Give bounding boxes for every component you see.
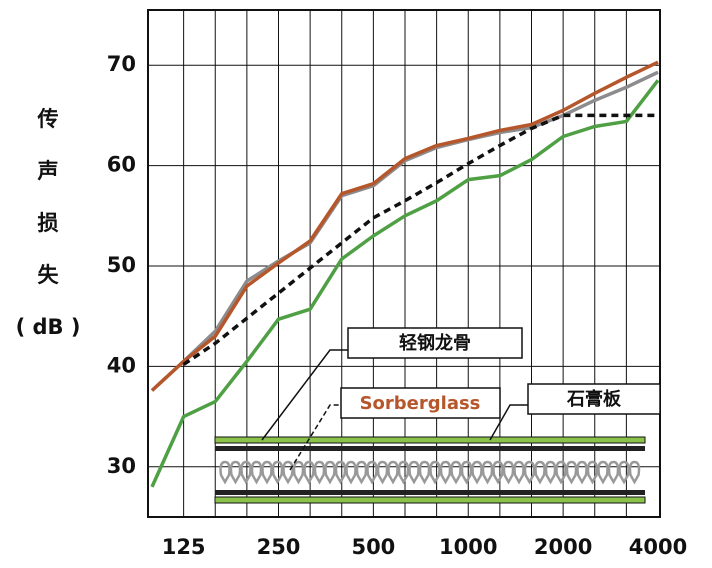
grid bbox=[148, 10, 660, 517]
series-line bbox=[182, 113, 658, 366]
insulation-coil bbox=[618, 460, 630, 485]
insulation-coil bbox=[334, 460, 347, 485]
insulation-coil bbox=[460, 460, 473, 485]
insulation-coil bbox=[450, 460, 462, 485]
insulation-coil bbox=[219, 460, 231, 485]
x-tick-label: 4000 bbox=[629, 535, 687, 559]
insulation-coil bbox=[282, 460, 294, 485]
insulation-coil bbox=[534, 460, 546, 485]
x-tick-label: 2000 bbox=[534, 535, 592, 559]
insulation-coil bbox=[313, 460, 326, 485]
insulation-coil bbox=[261, 460, 273, 485]
insulation-coil bbox=[250, 460, 263, 485]
annotation: Sorberglass bbox=[360, 393, 481, 414]
insulation-coil bbox=[586, 460, 599, 485]
y-tick-label: 40 bbox=[107, 353, 136, 377]
insulation-coil bbox=[576, 460, 588, 485]
y-axis-label-part: 损 bbox=[38, 211, 59, 235]
insulation-coil bbox=[229, 460, 242, 485]
insulation-coil bbox=[418, 460, 431, 485]
insulation-coil bbox=[408, 460, 420, 485]
insulation-coil bbox=[523, 460, 536, 485]
insulation-coil bbox=[513, 460, 525, 485]
insulation-coil bbox=[240, 460, 252, 485]
wall-diagram bbox=[214, 327, 661, 504]
y-axis-label-part: 声 bbox=[37, 159, 59, 183]
insulation-coil bbox=[292, 460, 305, 485]
insulation-coil bbox=[565, 460, 578, 485]
insulation-coil bbox=[597, 460, 609, 485]
insulation-coil bbox=[481, 460, 494, 485]
insulation-coil bbox=[397, 460, 410, 485]
insulation-coil bbox=[628, 460, 641, 485]
insulation-coil bbox=[303, 460, 315, 485]
insulation-coil bbox=[492, 460, 504, 485]
y-tick-label: 50 bbox=[107, 253, 136, 277]
y-axis-label-part: 传 bbox=[37, 107, 59, 131]
insulation-coil bbox=[271, 460, 284, 485]
insulation-coil bbox=[502, 460, 515, 485]
insulation-coil bbox=[555, 460, 567, 485]
series-line bbox=[150, 60, 659, 392]
y-tick-label: 60 bbox=[107, 153, 136, 177]
insulation-coil bbox=[544, 460, 557, 485]
x-tick-label: 250 bbox=[257, 535, 301, 559]
lines bbox=[150, 60, 660, 488]
plot-frame bbox=[147, 9, 661, 518]
insulation-coil bbox=[471, 460, 483, 485]
x-tick-label: 125 bbox=[162, 535, 206, 559]
y-tick-label: 30 bbox=[107, 454, 136, 478]
y-axis-label-part: ( dB ) bbox=[16, 315, 81, 339]
y-tick-label: 70 bbox=[107, 52, 136, 76]
insulation-coil bbox=[429, 460, 441, 485]
insulation-coil bbox=[607, 460, 620, 485]
insulation-coil bbox=[366, 460, 378, 485]
y-axis-label-part: 失 bbox=[38, 263, 60, 287]
insulation-coil bbox=[376, 460, 389, 485]
x-tick-label: 1000 bbox=[439, 535, 497, 559]
annotation: 轻钢龙骨 bbox=[399, 332, 471, 354]
insulation-coil bbox=[439, 460, 452, 485]
insulation-coil bbox=[387, 460, 399, 485]
series-line bbox=[150, 79, 660, 488]
insulation-coil bbox=[345, 460, 357, 485]
x-tick-label: 500 bbox=[351, 535, 395, 559]
annotation: 石膏板 bbox=[566, 388, 622, 410]
insulation-coil bbox=[324, 460, 336, 485]
insulation-coil bbox=[355, 460, 368, 485]
